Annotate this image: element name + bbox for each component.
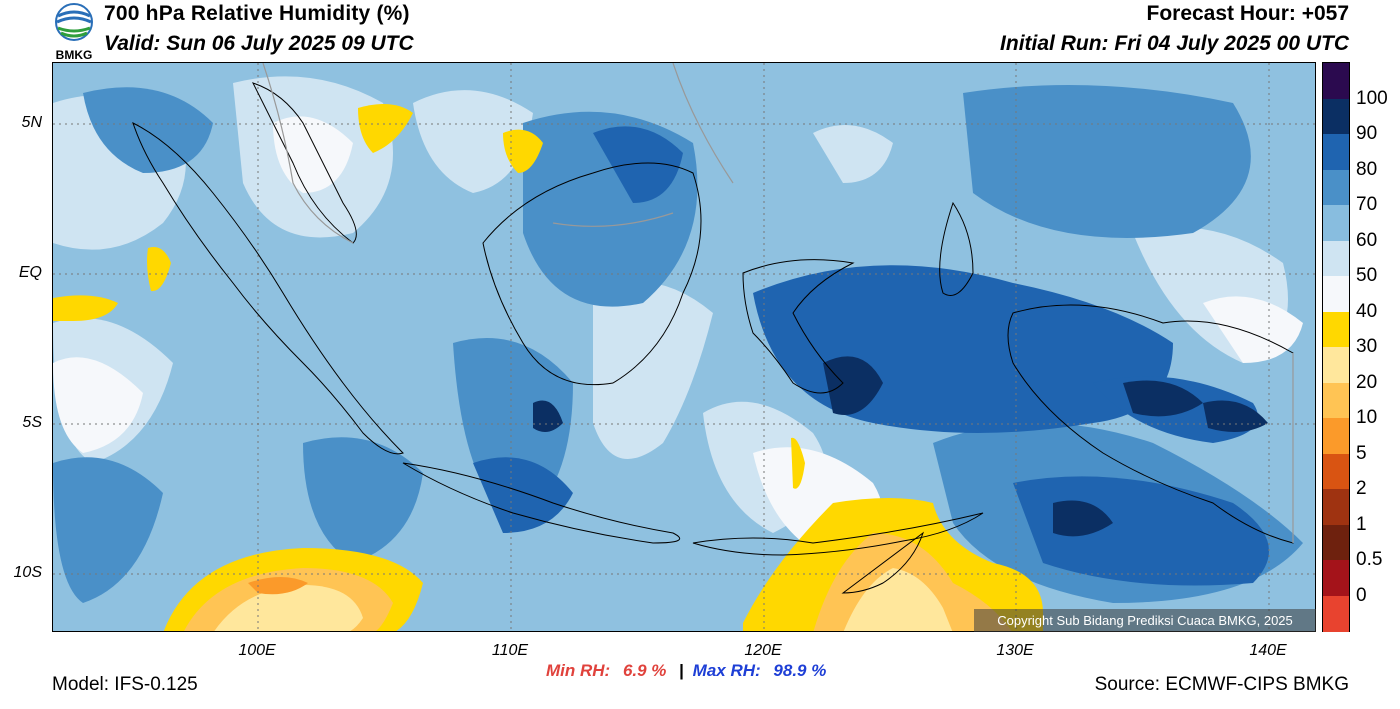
nusa-tenggara-coast [692,512,984,556]
colorbar-label: 70 [1356,194,1378,215]
colorbar [1322,62,1350,632]
colorbar-segment [1323,63,1349,99]
colorbar-segment [1323,382,1349,419]
colorbar-segment [1323,311,1349,348]
colorbar-segment [1323,205,1349,241]
colorbar-segment [1323,489,1349,525]
lon-label-130e: 130E [996,642,1034,659]
halmahera-maluku-coast [939,201,974,296]
dry-areas [53,104,1043,631]
timor-coast [841,531,924,594]
borders [262,63,1294,543]
colorbar-label: 100 [1356,87,1388,109]
colorbar-segment [1323,560,1349,596]
map-title: 700 hPa Relative Humidity (%) [104,2,410,25]
lon-label-120e: 120E [744,642,782,659]
sumatra-coast [132,122,404,455]
lat-label-10s: 10S [13,564,42,581]
colorbar-label: 20 [1356,371,1378,393]
colorbar-label: 30 [1356,336,1378,357]
colorbar-label: 5 [1356,442,1367,464]
lon-label-110e: 110E [491,642,529,659]
colorbar-segment [1323,98,1349,135]
colorbar-segment [1323,240,1349,277]
max-rh-label: Max RH: [692,661,761,680]
colorbar-label: 40 [1356,300,1378,322]
model-label: Model: IFS-0.125 [52,674,198,695]
borneo-coast [482,162,702,386]
colorbar-segment [1323,418,1349,454]
java-coast [402,462,681,544]
lat-label-eq: EQ [18,264,42,281]
min-rh-label: Min RH: [546,661,611,680]
colorbar-segment [1323,524,1349,561]
initial-run: Initial Run: Fri 04 July 2025 00 UTC [1000,32,1349,55]
colorbar-label: 10 [1356,407,1378,428]
colorbar-label: 0.5 [1356,549,1383,570]
lon-label-140e: 140E [1249,642,1287,659]
stats-separator: | [679,661,684,680]
lon-label-100e: 100E [238,642,276,659]
colorbar-segment [1323,276,1349,312]
copyright-notice: Copyright Sub Bidang Prediksi Cuaca BMKG… [974,609,1316,632]
bmkg-logo-icon: BMKG [55,3,93,62]
logo-text: BMKG [56,48,93,62]
max-rh-value: 98.9 % [773,661,827,680]
lat-label-5n: 5N [21,114,42,131]
valid-time: Valid: Sun 06 July 2025 09 UTC [104,32,414,55]
colorbar-segment [1323,595,1349,632]
colorbar-label: 80 [1356,158,1378,180]
lat-label-5s: 5S [22,414,42,431]
colorbar-label: 0 [1356,584,1367,606]
rh-stats: Min RH: 6.9 % | Max RH: 98.9 % [546,661,826,681]
colorbar-label: 1 [1356,513,1367,535]
colorbar-segment [1323,347,1349,383]
forecast-hour: Forecast Hour: +057 [1146,2,1350,25]
min-rh-value: 6.9 % [622,661,667,680]
coastlines [132,82,1294,594]
colorbar-segment [1323,453,1349,490]
humidity-map [52,62,1316,632]
colorbar-label: 50 [1356,265,1378,286]
new-guinea-coast [1007,304,1294,544]
colorbar-label: 90 [1356,123,1378,144]
sulawesi-coast [742,259,855,394]
colorbar-label: 60 [1356,229,1378,251]
source-label: Source: ECMWF-CIPS BMKG [1094,674,1349,695]
colorbar-label: 2 [1356,478,1367,499]
colorbar-segment [1323,169,1349,206]
colorbar-segment [1323,134,1349,170]
